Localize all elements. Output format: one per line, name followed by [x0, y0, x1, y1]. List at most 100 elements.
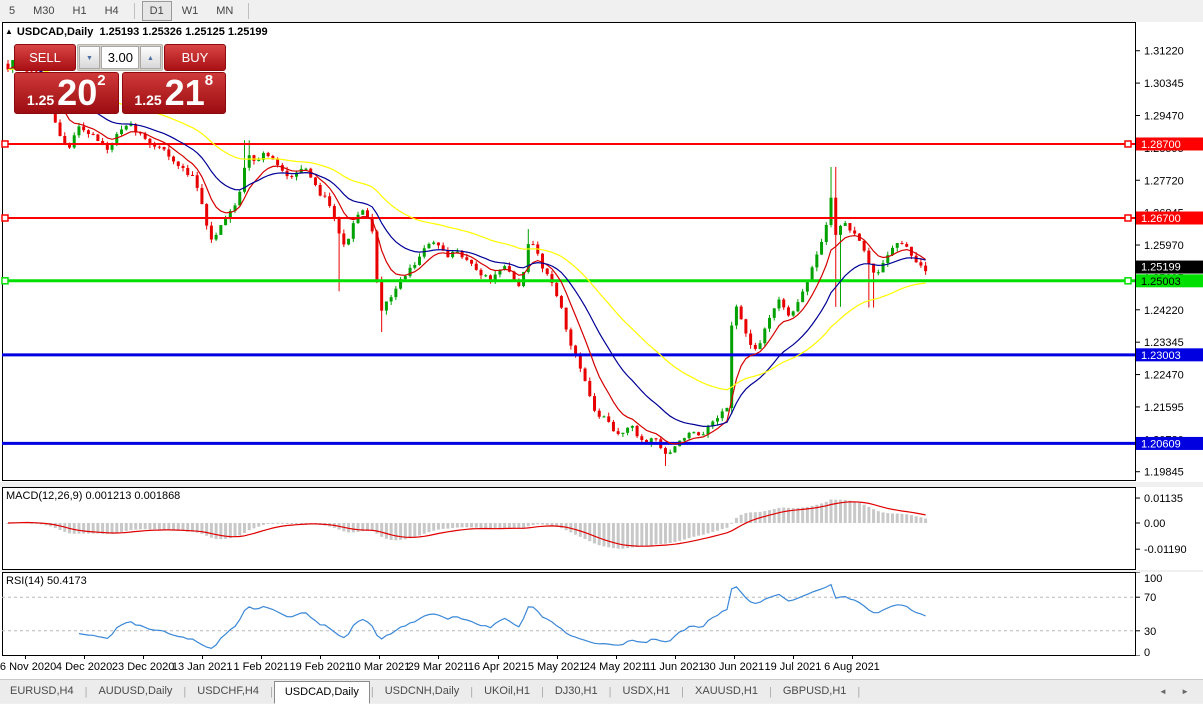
line-anchor-handle[interactable]	[1124, 140, 1132, 148]
chart-tab-audusd[interactable]: AUDUSD,Daily	[98, 685, 173, 697]
price-tick-label: 1.24220	[1144, 305, 1184, 317]
timeframe-button-h1[interactable]: H1	[72, 5, 87, 17]
volume-input[interactable]: 3.00	[101, 46, 139, 69]
svg-text:1.25199: 1.25199	[1141, 262, 1181, 274]
date-tick-label: 1 Feb 2021	[233, 661, 290, 673]
sell-price-display[interactable]: 1.25 20 2	[14, 72, 119, 114]
sell-price-fraction: 2	[97, 72, 106, 89]
one-click-trade-panel: SELL ▼ 3.00 ▲ BUY 1.25 20 2 1.25 21 8	[14, 44, 226, 114]
date-tick-mark	[84, 656, 86, 659]
svg-text:1.25003: 1.25003	[1141, 276, 1181, 288]
price-tick-label: 1.19845	[1144, 467, 1184, 479]
level-price-label	[1136, 137, 1203, 151]
timeframe-button-m30[interactable]: M30	[33, 5, 55, 17]
date-tick-label: 5 May 2021	[527, 661, 586, 673]
date-tick-label: 16 Apr 2021	[467, 661, 528, 673]
svg-text:1.28700: 1.28700	[1141, 139, 1181, 151]
price-tick-label: 1.23345	[1144, 337, 1184, 349]
date-tick-mark	[25, 656, 26, 659]
svg-text:1.26700: 1.26700	[1141, 213, 1181, 225]
volume-decrease-button[interactable]: ▼	[79, 46, 100, 69]
main-chart-pane: 1.312201.303451.294701.285951.277201.268…	[0, 22, 1203, 482]
price-tick-label: 1.30345	[1144, 78, 1184, 90]
price-tick-label: 1.27720	[1144, 175, 1184, 187]
chart-tab-usdcnh[interactable]: USDCNH,Daily	[384, 685, 460, 697]
chart-tab-xauusd[interactable]: XAUUSD,H1	[695, 685, 758, 697]
chart-symbol-title: USDCAD,Daily	[16, 26, 94, 38]
date-tick-label: 10 Mar 2021	[348, 661, 411, 673]
current-price-label	[1136, 260, 1203, 274]
date-axis: 16 Nov 2020 4 Dec 2020 23 Dec 2020 13 Jan 2…	[0, 656, 1203, 679]
buy-price-display[interactable]: 1.25 21 8	[121, 72, 226, 114]
tab-separator: |	[470, 685, 474, 698]
macd-indicator-pane: 0.01135 0.00 -0.01190 MACD(12,26,9) 0.0012…	[0, 487, 1203, 570]
tab-scroll-arrows[interactable]: ◄ ►	[1158, 687, 1195, 696]
date-tick-mark	[674, 656, 676, 659]
level-price-label	[1136, 436, 1203, 450]
date-tick-label: 16 Nov 2020	[0, 661, 57, 673]
volume-increase-button[interactable]: ▲	[140, 46, 161, 69]
axis-level-labels: 1.25199 1.28700 1.26700 1.25003 1.23003 1.206…	[1136, 137, 1203, 450]
timeframe-button-d1[interactable]: D1	[141, 1, 172, 21]
ma-line-slow	[7, 67, 926, 391]
date-tick-label: 23 Dec 2020	[111, 661, 175, 673]
chart-title: ▲ USDCAD,Daily 1.25193 1.25326 1.25125 1.…	[5, 26, 268, 38]
line-anchor-handle[interactable]	[1, 214, 9, 222]
date-tick-label: 13 Jan 2021	[171, 661, 233, 673]
volume-control: ▼ 3.00 ▲	[77, 44, 163, 71]
timeframe-button-w1[interactable]: W1	[181, 5, 199, 17]
line-anchor-handle[interactable]	[1124, 214, 1132, 222]
chart-tab-usdx[interactable]: USDX,H1	[622, 685, 671, 697]
sell-price-pips: 20	[57, 72, 98, 113]
date-tick-label: 29 Mar 2021	[407, 661, 470, 673]
price-tick-label: 1.22470	[1144, 370, 1184, 382]
chart-tab-usdchf[interactable]: USDCHF,H4	[197, 685, 259, 697]
timeframe-button-mn[interactable]: MN	[216, 5, 234, 17]
line-anchor-handle[interactable]	[1124, 277, 1132, 285]
date-tick-mark	[379, 656, 381, 659]
rsi-axis: 100 70 30 0	[1135, 572, 1162, 656]
date-tick-label: 24 May 2021	[583, 661, 648, 673]
date-tick-mark	[143, 656, 145, 659]
buy-price-fraction: 8	[204, 72, 214, 89]
svg-text:70: 70	[1144, 592, 1156, 604]
timeframe-button-5[interactable]: 5	[9, 5, 16, 17]
ma-line-fast	[7, 63, 926, 445]
price-tick-label: 1.29470	[1144, 110, 1184, 122]
toolbar-separator	[248, 3, 250, 19]
tab-separator: |	[681, 685, 685, 698]
chart-collapse-icon[interactable]: ▲	[5, 27, 13, 36]
date-tick-label: 19 Jul 2021	[764, 661, 822, 673]
chart-tab-gbpusd[interactable]: GBPUSD,H1	[782, 685, 847, 697]
chart-tab-bar: EURUSD,H4 | AUDUSD,Daily | USDCHF,H4 | USDCAD,…	[0, 679, 1203, 704]
tab-separator: |	[370, 685, 374, 698]
date-tick-mark	[851, 656, 853, 659]
macd-label: MACD(12,26,9) 0.001213 0.001868	[6, 490, 181, 502]
price-tick-label: 1.25970	[1144, 240, 1184, 252]
sell-button[interactable]: SELL	[14, 44, 76, 71]
chart-tab-ukoil[interactable]: UKOil,H1	[484, 685, 530, 697]
rsi-indicator-pane: 100 70 30 0 RSI(14) 50.4173	[0, 572, 1203, 656]
buy-button[interactable]: BUY	[164, 44, 226, 71]
chart-tab-eurusd[interactable]: EURUSD,H4	[10, 685, 74, 697]
timeframe-toolbar: 5 M30 H1 H4 D1 W1 MN	[0, 0, 1203, 23]
chart-tab-usdcad[interactable]: USDCAD,Daily	[273, 680, 370, 704]
tab-separator: |	[540, 685, 544, 698]
macd-axis: 0.01135 0.00 -0.01190	[1135, 493, 1187, 556]
svg-text:-0.01190: -0.01190	[1144, 544, 1187, 556]
line-anchor-handle[interactable]	[1, 140, 9, 148]
date-tick-mark	[497, 656, 499, 659]
tab-separator: |	[270, 685, 273, 698]
chart-ohlc-values: 1.25193 1.25326 1.25125 1.25199	[99, 26, 268, 38]
date-tick-mark	[556, 656, 558, 659]
price-tick-label: 1.21595	[1144, 402, 1184, 414]
line-anchor-handle[interactable]	[1, 277, 9, 285]
tab-separator: |	[183, 685, 187, 698]
toolbar-separator	[133, 3, 135, 19]
rsi-border	[2, 572, 1136, 656]
date-tick-label: 30 Jun 2021	[703, 661, 765, 673]
timeframe-button-h4[interactable]: H4	[104, 5, 119, 17]
date-tick-label: 19 Feb 2021	[289, 661, 352, 673]
svg-text:0.00: 0.00	[1144, 518, 1165, 530]
chart-tab-dj30[interactable]: DJ30,H1	[554, 685, 598, 697]
